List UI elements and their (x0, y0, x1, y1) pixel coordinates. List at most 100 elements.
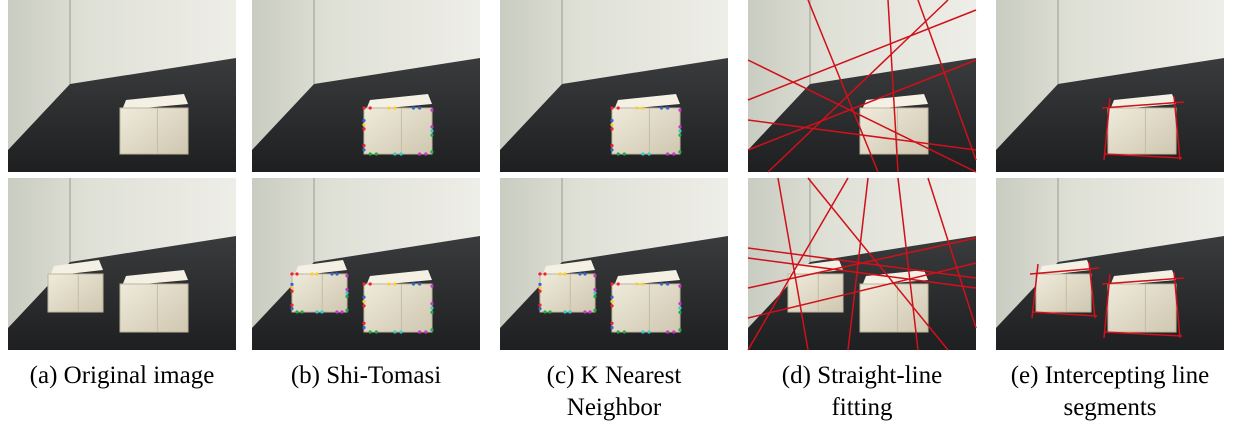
box (1108, 284, 1176, 332)
corner-point (647, 330, 650, 333)
corner-point (641, 330, 644, 333)
box (612, 108, 680, 154)
caption-line: Neighbor (490, 392, 738, 424)
corner-point (678, 302, 681, 305)
corner-point (583, 310, 586, 313)
corner-point (593, 291, 596, 294)
corner-point (393, 106, 396, 109)
panel-image (500, 178, 728, 350)
corner-point (678, 134, 681, 137)
corner-point (641, 152, 644, 155)
corner-point (593, 274, 596, 277)
box (364, 284, 432, 332)
corner-point (412, 282, 415, 285)
caption: (b) Shi-Tomasi (242, 360, 490, 392)
panel-image (748, 178, 976, 350)
box (540, 274, 595, 312)
corner-point (430, 125, 433, 128)
corner-point (623, 152, 626, 155)
corner-point (578, 272, 581, 275)
corner-point (369, 282, 372, 285)
corner-point (335, 310, 338, 313)
caption-line: segments (986, 392, 1234, 424)
corner-point (617, 330, 620, 333)
corner-point (543, 272, 546, 275)
corner-point (666, 152, 669, 155)
corner-point (300, 310, 303, 313)
corner-point (345, 295, 348, 298)
corner-point (538, 272, 541, 275)
corner-point (345, 291, 348, 294)
corner-point (641, 106, 644, 109)
corner-point (418, 106, 421, 109)
corner-point (678, 311, 681, 314)
box (120, 284, 188, 332)
box (364, 108, 432, 154)
corner-point (610, 144, 613, 147)
corner-point (641, 282, 644, 285)
panel-image (8, 178, 236, 350)
corner-point (430, 108, 433, 111)
panel-image (252, 178, 480, 350)
corner-point (369, 106, 372, 109)
corner-point (563, 272, 566, 275)
corner-point (340, 310, 343, 313)
corner-point (588, 310, 591, 313)
corner-point (320, 310, 323, 313)
corner-point (666, 282, 669, 285)
corner-point (678, 306, 681, 309)
corner-point (430, 302, 433, 305)
corner-point (418, 152, 421, 155)
corner-point (543, 310, 546, 313)
corner-point (558, 272, 561, 275)
corner-point (672, 152, 675, 155)
corner-point (362, 304, 365, 307)
caption-line: (c) K Nearest (490, 360, 738, 392)
corner-point (362, 123, 365, 126)
caption-line: (b) Shi-Tomasi (242, 360, 490, 392)
corner-point (430, 285, 433, 288)
corner-point (369, 152, 372, 155)
corner-point (617, 152, 620, 155)
corner-point (369, 330, 372, 333)
corner-point (593, 295, 596, 298)
corner-point (610, 322, 613, 325)
corner-point (310, 272, 313, 275)
corner-point (660, 106, 663, 109)
corner-point (538, 307, 541, 310)
corner-point (672, 330, 675, 333)
corner-point (430, 134, 433, 137)
corner-point (290, 303, 293, 306)
corner-point (678, 285, 681, 288)
panel-image (996, 0, 1224, 172)
corner-point (315, 310, 318, 313)
corner-point (430, 129, 433, 132)
corner-point (290, 283, 293, 286)
corner-point (362, 106, 365, 109)
box (120, 108, 188, 154)
corner-point (430, 328, 433, 331)
corner-point (593, 309, 596, 312)
corner-point (290, 307, 293, 310)
corner-point (610, 282, 613, 285)
corner-point (610, 300, 613, 303)
corner-point (647, 152, 650, 155)
corner-point (430, 150, 433, 153)
corner-point (548, 310, 551, 313)
corner-point (610, 106, 613, 109)
corner-point (538, 286, 541, 289)
corner-point (617, 282, 620, 285)
corner-point (635, 106, 638, 109)
corner-point (678, 150, 681, 153)
corner-point (617, 106, 620, 109)
panel-image (500, 0, 728, 172)
caption-line: (d) Straight-line (738, 360, 986, 392)
corner-point (330, 272, 333, 275)
corner-point (610, 119, 613, 122)
corner-point (362, 282, 365, 285)
corner-point (635, 282, 638, 285)
box (612, 284, 680, 332)
corner-point (610, 326, 613, 329)
